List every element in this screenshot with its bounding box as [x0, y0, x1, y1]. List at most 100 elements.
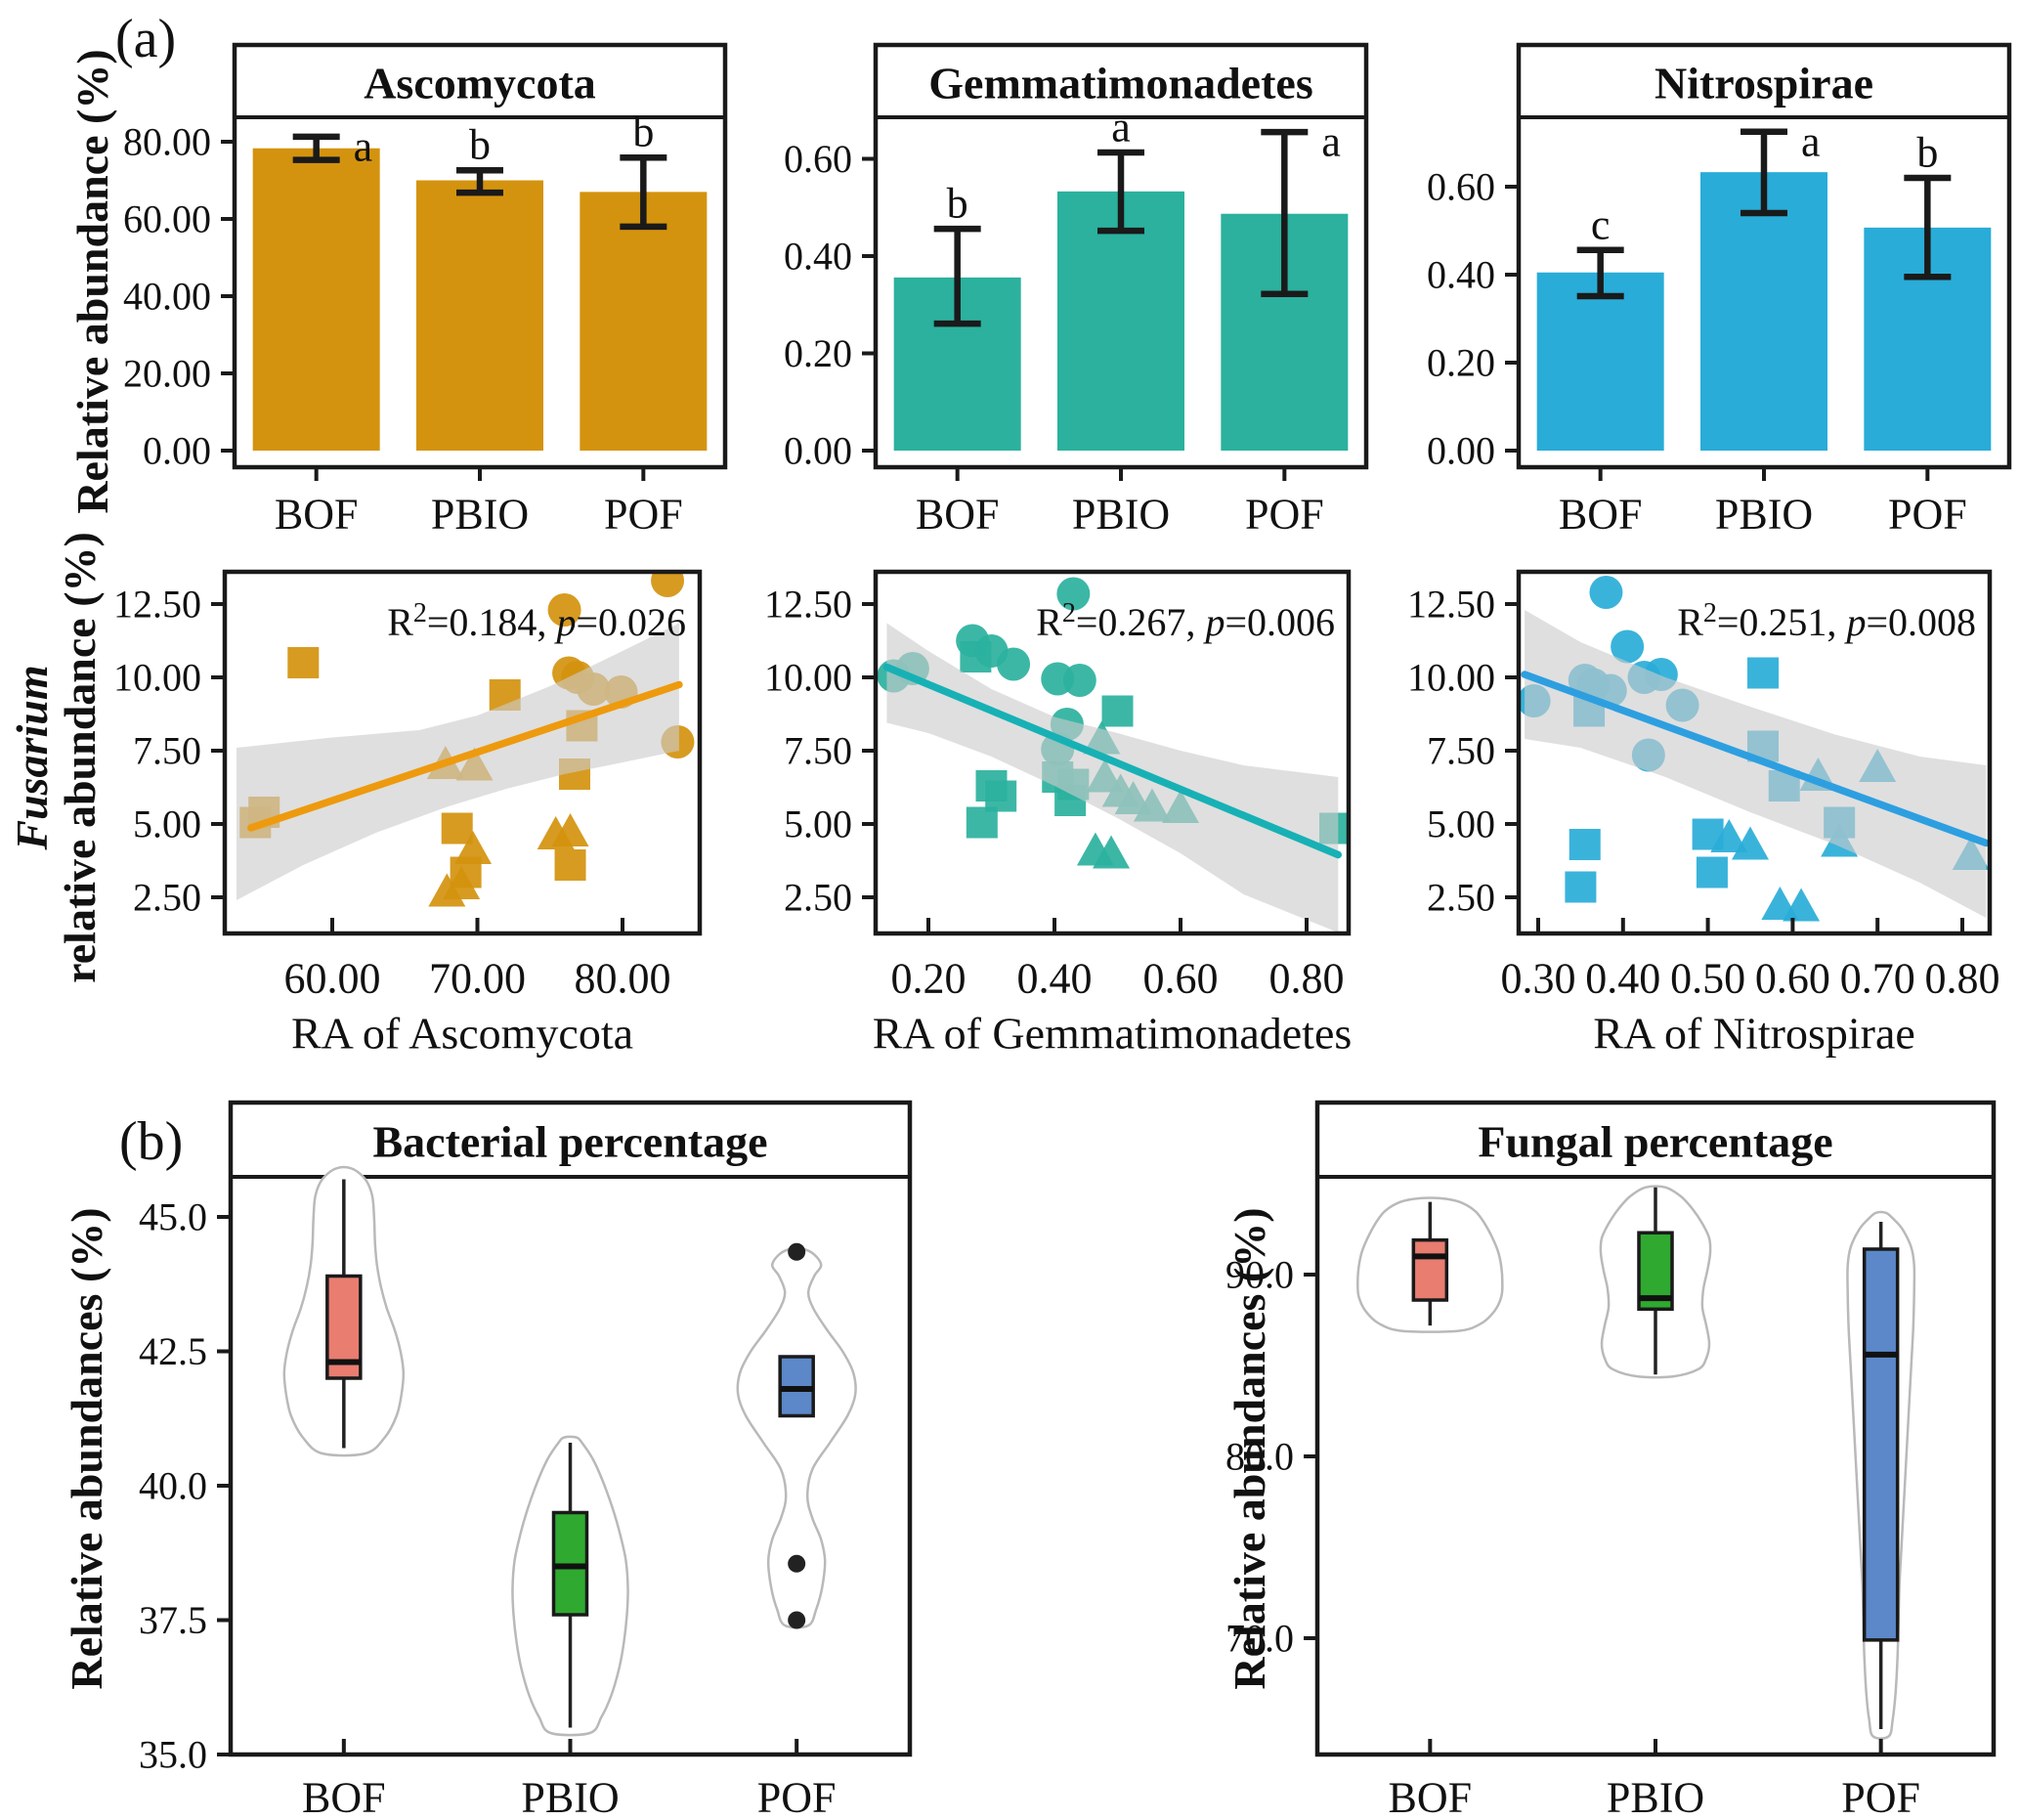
y-tick-label: 0.00: [784, 429, 852, 473]
point-circle: [651, 572, 685, 597]
sig-letter: c: [1591, 200, 1611, 248]
bar-bof: [1536, 272, 1664, 451]
y-tick-label: 80.0: [1225, 1435, 1294, 1479]
y-tick-label: 7.50: [1427, 729, 1495, 773]
error-bar: [1097, 149, 1144, 235]
y-tick-label: 0.00: [143, 429, 211, 473]
plot-area: [877, 577, 1349, 932]
point-triangle: [1732, 826, 1769, 860]
y-tick-label: 2.50: [1427, 876, 1495, 920]
x-tick-label: 60.00: [284, 955, 381, 1003]
y-tick-label: 37.5: [139, 1598, 207, 1642]
y-tick-label: 45.0: [139, 1195, 207, 1239]
y-tick-label: 12.50: [764, 583, 852, 627]
point-circle: [1611, 629, 1645, 664]
x-category-label: BOF: [302, 1774, 386, 1820]
point-triangle: [1783, 888, 1821, 922]
stats-annotation: R2=0.267, p=0.006: [1036, 598, 1335, 644]
error-bar: [292, 133, 340, 163]
box: [1862, 1247, 1900, 1642]
sig-letter: b: [947, 180, 968, 228]
chart-frame: [1314, 1100, 1997, 1757]
point-square: [287, 647, 320, 678]
stats-annotation: R2=0.184, p=0.026: [387, 598, 686, 644]
x-axis-title: RA of Ascomycota: [291, 1009, 633, 1059]
y-tick-label: 42.5: [139, 1329, 207, 1373]
sig-letter: b: [469, 121, 491, 169]
x-tick-label: 80.00: [575, 955, 671, 1003]
violin-pof: [736, 1242, 857, 1629]
x-tick-label: 0.50: [1670, 955, 1745, 1003]
plot-area: [1519, 576, 1990, 922]
scatter-gemmatimonadetes: 2.50 5.00 7.50 10.00 12.50 0.20 0.40 0.60 0.80 RA…: [764, 569, 1353, 1059]
x-category-label: BOF: [1389, 1774, 1473, 1820]
violin-bof: [1356, 1196, 1504, 1333]
bar-pof: [580, 192, 708, 451]
point-square: [1747, 657, 1780, 689]
point-triangle: [1093, 835, 1131, 869]
point-circle: [997, 647, 1031, 681]
violin-pbio: [1599, 1185, 1712, 1379]
point-triangle: [1710, 819, 1748, 852]
sig-letter: a: [1321, 118, 1341, 166]
regression-line: [882, 663, 1342, 859]
point-square: [554, 849, 586, 881]
y-tick-label: 10.00: [113, 656, 201, 700]
bar-ascomycota: Ascomycota 0.00 20.00 40.00 60.00 80.00 a BOF b P…: [123, 42, 728, 539]
x-category-label: BOF: [916, 491, 1000, 539]
error-bar: [456, 166, 503, 196]
y-tick-label: 10.00: [764, 656, 852, 700]
box: [1411, 1237, 1449, 1302]
stats-annotation: R2=0.251, p=0.008: [1677, 598, 1976, 644]
x-tick-label: 0.40: [1017, 955, 1093, 1003]
y-tick-label: 0.40: [784, 235, 852, 279]
x-category-label: BOF: [275, 491, 359, 539]
y-tick-label: 20.00: [123, 352, 211, 396]
x-category-label: POF: [604, 491, 683, 539]
y-tick-label: 0.20: [784, 331, 852, 375]
y-tick-label: 0.40: [1427, 253, 1495, 297]
violin-fungal: Fungal percentage 70.0 80.0 90.0 BOF PBIO POF: [1225, 1100, 1997, 1820]
sig-letter: a: [354, 122, 373, 170]
x-tick-label: 0.80: [1269, 955, 1345, 1003]
y-tick-label: 70.0: [1225, 1617, 1294, 1661]
y-tick-label: 0.60: [1427, 165, 1495, 209]
y-tick-label: 2.50: [784, 876, 852, 920]
x-tick-label: 0.60: [1755, 955, 1830, 1003]
error-bar: [620, 153, 667, 231]
point-square: [441, 812, 473, 845]
bar-pbio: [1057, 191, 1184, 451]
chart-title: Nitrospirae: [1655, 59, 1873, 108]
point-circle: [1056, 577, 1091, 611]
chart-title: Gemmatimonadetes: [928, 59, 1312, 108]
y-tick-label: 0.00: [1427, 429, 1495, 473]
x-category-label: POF: [1841, 1774, 1920, 1820]
y-tick-label: 40.0: [139, 1464, 207, 1508]
y-tick-label: 60.00: [123, 197, 211, 241]
y-tick-label: 0.60: [784, 137, 852, 181]
point-triangle: [551, 813, 589, 846]
chart-title: Fungal percentage: [1478, 1117, 1832, 1167]
error-bar: [933, 225, 981, 327]
x-axis-title: RA of Gemmatimonadetes: [873, 1009, 1353, 1059]
y-tick-label: 5.00: [1427, 802, 1495, 846]
bar-nitrospirae: Nitrospirae 0.00 0.20 0.40 0.60 c BOF a PBIO b POF: [1427, 42, 2012, 539]
panel-b-label: (b): [119, 1111, 184, 1172]
bar-bof: [252, 148, 380, 451]
x-tick-label: 0.40: [1585, 955, 1660, 1003]
x-category-label: POF: [1888, 491, 1967, 539]
chart-frame: [228, 1100, 913, 1757]
sig-letter: b: [632, 108, 654, 156]
point-square: [1565, 871, 1597, 903]
outlier-point: [788, 1611, 806, 1629]
violin-pof: [1846, 1210, 1916, 1740]
y-tick-label: 7.50: [784, 729, 852, 773]
panel-a-label: (a): [115, 9, 177, 69]
sig-letter: a: [1111, 104, 1131, 152]
point-square: [985, 780, 1017, 812]
point-triangle: [443, 866, 481, 899]
point-square: [1101, 695, 1134, 727]
chart-frame: [873, 42, 1369, 470]
x-tick-label: 0.30: [1501, 955, 1576, 1003]
